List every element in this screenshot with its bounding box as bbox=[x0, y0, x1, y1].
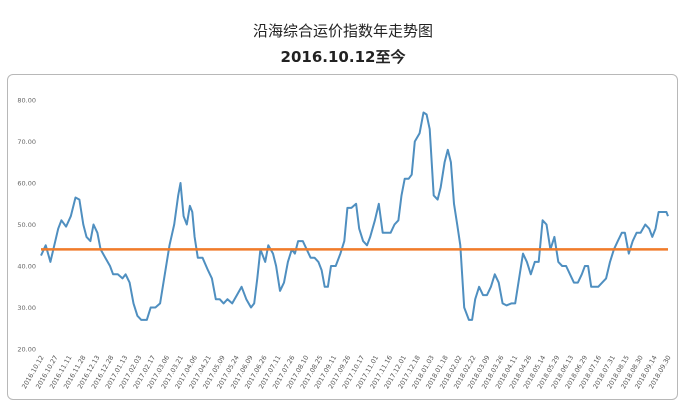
index-series-line bbox=[40, 111, 669, 321]
y-tick-label: 20.00 bbox=[17, 346, 36, 354]
y-tick-label: 40.00 bbox=[17, 263, 36, 271]
y-tick-label: 70.00 bbox=[17, 138, 36, 146]
y-axis-ticks: 20.00 30.00 40.00 50.00 60.00 70.00 80.00 bbox=[17, 97, 36, 354]
y-tick-label: 60.00 bbox=[17, 180, 36, 188]
series-lines bbox=[40, 111, 669, 321]
y-tick-label: 50.00 bbox=[17, 221, 36, 229]
chart-frame bbox=[7, 74, 678, 400]
chart-subtitle: 2016.10.12至今 bbox=[280, 48, 406, 66]
y-tick-label: 80.00 bbox=[17, 97, 36, 105]
y-tick-label: 30.00 bbox=[17, 304, 36, 312]
chart-title: 沿海综合运价指数年走势图 bbox=[252, 22, 433, 40]
x-axis-ticks: 2016.10.122016.10.272016.11.112016.11.28… bbox=[20, 354, 673, 390]
